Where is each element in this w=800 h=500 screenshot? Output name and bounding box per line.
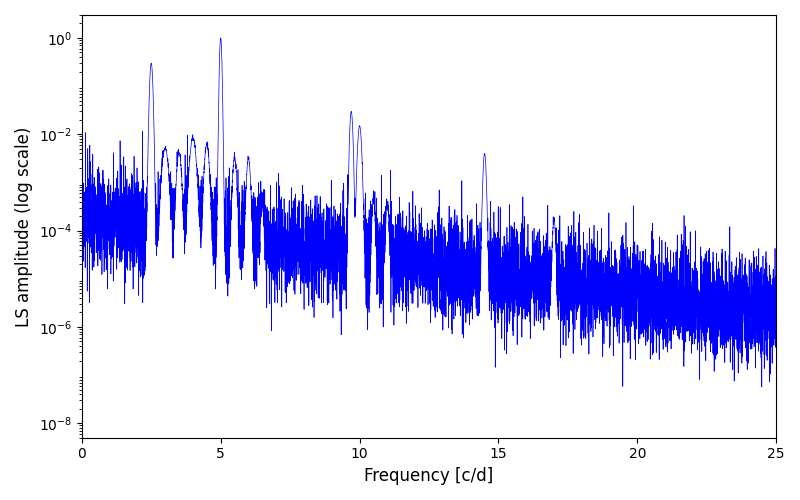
Y-axis label: LS amplitude (log scale): LS amplitude (log scale) — [15, 126, 33, 326]
X-axis label: Frequency [c/d]: Frequency [c/d] — [364, 467, 494, 485]
